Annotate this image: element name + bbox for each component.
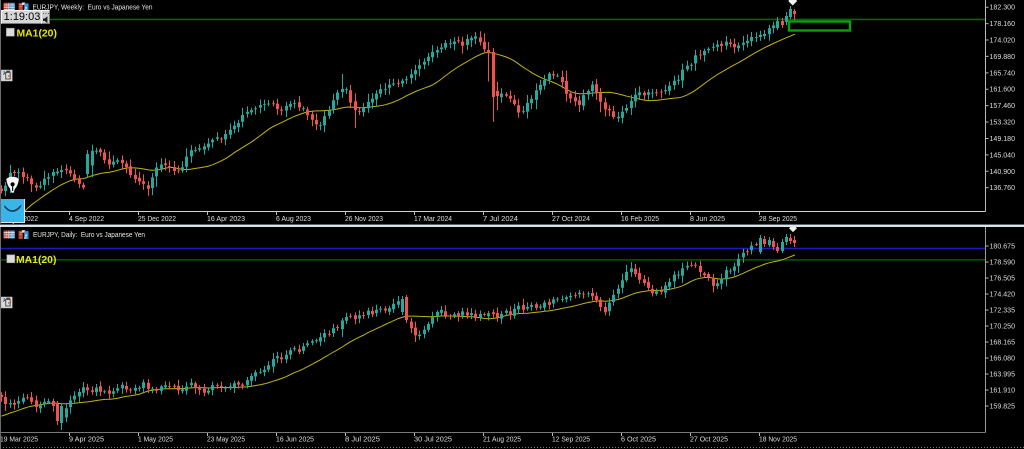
svg-text:165.740: 165.740 [990,68,1016,77]
svg-text:7 Jul 2024: 7 Jul 2024 [483,214,518,223]
svg-text:136.760: 136.760 [990,183,1016,192]
svg-text:MA1(20): MA1(20) [17,28,57,39]
svg-text:6 Aug 2023: 6 Aug 2023 [276,214,311,223]
svg-text:166.080: 166.080 [990,354,1016,363]
svg-text:163.995: 163.995 [990,370,1016,379]
svg-text:30 Jul 2025: 30 Jul 2025 [414,435,452,444]
svg-text:174.420: 174.420 [990,290,1016,299]
svg-text:28 Sep 2025: 28 Sep 2025 [759,214,797,223]
svg-text:16 Apr 2023: 16 Apr 2023 [207,214,245,223]
svg-text:157.460: 157.460 [990,101,1016,110]
svg-text:149.180: 149.180 [990,134,1016,143]
svg-text:17 Mar 2024: 17 Mar 2024 [414,214,452,223]
svg-text:12 Sep 2025: 12 Sep 2025 [552,435,590,444]
svg-text:178.590: 178.590 [990,258,1016,267]
svg-text:170.250: 170.250 [990,322,1016,331]
svg-text:18 Nov 2025: 18 Nov 2025 [759,435,797,444]
svg-text:25 Dec 2022: 25 Dec 2022 [138,214,176,223]
svg-text:169.880: 169.880 [990,52,1016,61]
svg-text:6 Oct 2025: 6 Oct 2025 [621,435,656,444]
svg-text:EURJPY, Weekly: Euro vs Japan: EURJPY, Weekly: Euro vs Japanese Yen [33,2,153,11]
svg-text:182.300: 182.300 [990,3,1016,12]
svg-text:8 Jul 2025: 8 Jul 2025 [345,435,380,444]
svg-text:159.825: 159.825 [990,402,1016,411]
svg-text:140.900: 140.900 [990,167,1016,176]
svg-text:27 Oct 2025: 27 Oct 2025 [690,435,728,444]
svg-text:16 Jun 2025: 16 Jun 2025 [276,435,314,444]
svg-text:176.505: 176.505 [990,274,1016,283]
svg-text:8 Jun 2025: 8 Jun 2025 [690,214,725,223]
svg-text:16 Feb 2025: 16 Feb 2025 [621,214,659,223]
svg-text:153.320: 153.320 [990,118,1016,127]
svg-text:161.910: 161.910 [990,386,1016,395]
svg-text:26 Nov 2023: 26 Nov 2023 [345,214,383,223]
svg-text:27 Oct 2024: 27 Oct 2024 [552,214,590,223]
svg-text:9 Apr 2025: 9 Apr 2025 [69,435,104,444]
svg-text:145.040: 145.040 [990,150,1016,159]
svg-text:EURJPY, Daily: Euro vs Japane: EURJPY, Daily: Euro vs Japanese Yen [33,230,145,239]
svg-text:168.165: 168.165 [990,338,1016,347]
svg-text:4 Sep 2022: 4 Sep 2022 [69,214,104,223]
svg-text:161.600: 161.600 [990,85,1016,94]
svg-text:1 May 2025: 1 May 2025 [138,435,173,444]
svg-text:23 May 2025: 23 May 2025 [207,435,245,444]
svg-text:MA1(20): MA1(20) [16,255,56,266]
svg-text:180.675: 180.675 [990,242,1016,251]
svg-text:21 Aug 2025: 21 Aug 2025 [483,435,521,444]
svg-text:19 Mar 2025: 19 Mar 2025 [0,435,38,444]
svg-text:172.335: 172.335 [990,306,1016,315]
svg-text:178.160: 178.160 [990,19,1016,28]
svg-text:174.020: 174.020 [990,36,1016,45]
